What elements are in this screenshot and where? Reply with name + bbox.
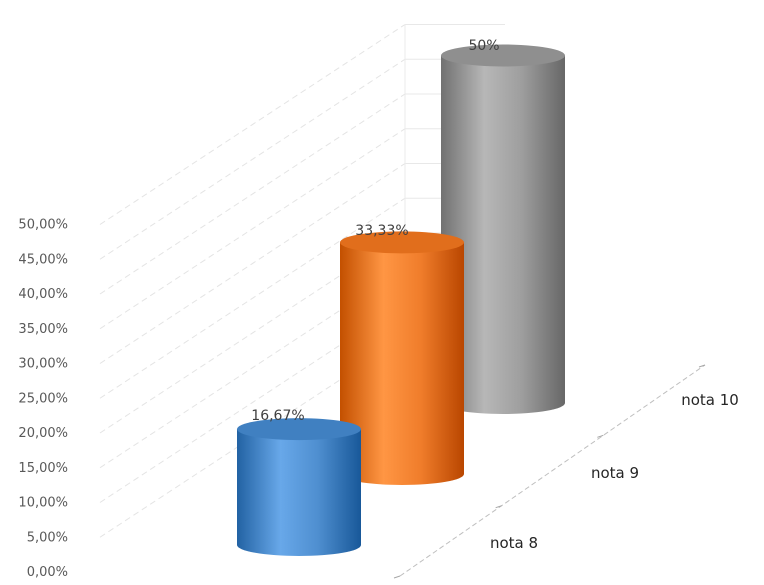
bar-nota-9 xyxy=(340,231,464,485)
gridline-diagonal xyxy=(99,197,406,399)
y-axis-tick-labels: 0,00% 5,00% 10,00% 15,00% 20,00% 25,00% 30,00%… xyxy=(18,218,68,581)
data-labels: 16,67% 33,33% 50% xyxy=(251,38,499,424)
y-tick-label: 20,00% xyxy=(18,426,68,441)
category-labels: nota 8 nota 9 nota 10 xyxy=(490,391,739,552)
y-tick-label: 0,00% xyxy=(27,565,68,580)
gridline-diagonal xyxy=(99,93,406,295)
y-tick-label: 30,00% xyxy=(18,357,68,372)
bar-top xyxy=(441,44,565,67)
bar-body xyxy=(237,429,361,556)
bars xyxy=(237,44,565,556)
bar-nota-8 xyxy=(237,418,361,556)
category-axis xyxy=(393,364,706,579)
bar-nota-10 xyxy=(441,44,565,414)
category-label: nota 10 xyxy=(681,391,739,409)
category-axis-tick xyxy=(597,434,604,438)
category-axis-tick xyxy=(495,505,502,509)
gridline-diagonal xyxy=(99,163,406,364)
y-tick-label: 25,00% xyxy=(18,391,68,406)
category-label: nota 8 xyxy=(490,534,538,552)
category-axis-line xyxy=(399,364,706,577)
bar-body xyxy=(340,242,464,485)
y-tick-label: 15,00% xyxy=(18,461,68,476)
gridline-diagonal xyxy=(99,58,406,260)
data-label: 33,33% xyxy=(355,223,408,239)
y-tick-label: 5,00% xyxy=(27,530,68,545)
category-axis-tick xyxy=(393,575,401,579)
gridline-diagonal xyxy=(99,24,406,225)
bar-top xyxy=(340,231,464,254)
y-tick-label: 40,00% xyxy=(18,287,68,302)
y-tick-label: 45,00% xyxy=(18,252,68,267)
y-tick-label: 50,00% xyxy=(18,218,68,233)
bar-top xyxy=(237,418,361,441)
data-label: 16,67% xyxy=(251,408,304,424)
y-tick-label: 35,00% xyxy=(18,322,68,337)
category-label: nota 9 xyxy=(591,464,639,482)
y-tick-label: 10,00% xyxy=(18,496,68,511)
data-label: 50% xyxy=(468,38,499,54)
category-axis-tick xyxy=(698,364,706,368)
bar-body xyxy=(441,55,565,414)
gridline-diagonal xyxy=(99,128,406,330)
